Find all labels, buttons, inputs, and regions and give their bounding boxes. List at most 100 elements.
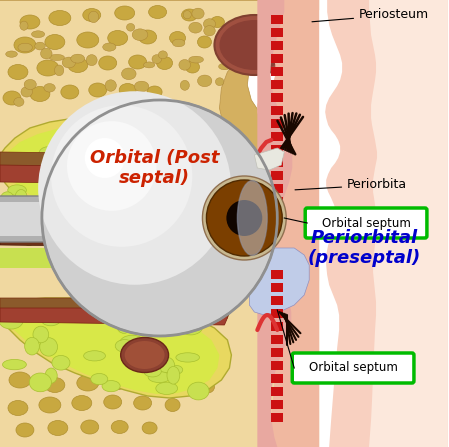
Ellipse shape [103,43,116,51]
Bar [271,270,283,279]
Ellipse shape [14,97,24,106]
Text: Periorbital
(preseptal): Periorbital (preseptal) [308,228,421,267]
Ellipse shape [203,19,216,29]
Bar [271,106,283,115]
Bar [271,400,283,409]
Ellipse shape [83,207,105,224]
Ellipse shape [221,46,234,58]
Circle shape [202,176,286,260]
Circle shape [38,91,231,285]
Ellipse shape [0,312,23,329]
Ellipse shape [147,86,162,98]
Ellipse shape [20,21,28,30]
Bar [271,413,283,422]
Ellipse shape [165,398,180,412]
Ellipse shape [127,23,135,31]
Bar [271,171,283,180]
Ellipse shape [101,125,114,143]
Polygon shape [0,122,233,242]
Ellipse shape [86,55,97,66]
Bar [271,67,283,76]
Circle shape [51,105,192,247]
Polygon shape [145,0,309,118]
Ellipse shape [148,371,171,383]
Ellipse shape [39,147,57,162]
Ellipse shape [75,164,90,173]
Polygon shape [0,298,231,318]
Ellipse shape [45,378,65,392]
Ellipse shape [67,232,89,253]
Ellipse shape [167,367,180,384]
Circle shape [67,121,156,211]
Ellipse shape [115,340,134,352]
Ellipse shape [142,422,157,434]
Bar [271,348,283,357]
Ellipse shape [134,81,149,92]
Polygon shape [325,0,448,447]
Ellipse shape [166,127,180,138]
Ellipse shape [139,376,157,390]
Ellipse shape [49,55,65,60]
Ellipse shape [136,179,156,194]
Ellipse shape [71,54,85,63]
Ellipse shape [255,62,268,72]
Ellipse shape [14,37,36,53]
Ellipse shape [8,64,28,80]
Ellipse shape [77,375,99,391]
Ellipse shape [8,401,28,416]
Ellipse shape [132,29,148,41]
Bar [271,54,283,63]
Ellipse shape [48,173,70,184]
Ellipse shape [104,395,122,409]
Polygon shape [257,0,319,447]
Text: Orbital septum: Orbital septum [308,362,397,375]
Ellipse shape [238,181,267,256]
Ellipse shape [192,302,213,312]
Bar [271,210,283,219]
Ellipse shape [216,78,224,86]
Ellipse shape [207,137,223,154]
Ellipse shape [157,56,172,69]
Ellipse shape [179,59,190,70]
Ellipse shape [149,5,167,18]
Ellipse shape [3,359,26,370]
Polygon shape [0,225,239,248]
Ellipse shape [181,9,198,21]
Polygon shape [0,308,227,325]
Ellipse shape [141,298,162,318]
Ellipse shape [105,163,129,174]
Ellipse shape [156,382,178,394]
Ellipse shape [49,10,71,25]
Bar [271,93,283,102]
Text: Orbital septum: Orbital septum [321,216,410,229]
Ellipse shape [79,190,101,207]
Bar [271,335,283,344]
Ellipse shape [183,11,191,19]
Bar [271,158,283,167]
Bar [271,283,283,292]
Ellipse shape [9,372,31,388]
Ellipse shape [176,296,193,315]
Ellipse shape [6,51,18,57]
Bar [271,80,283,89]
Ellipse shape [190,144,208,162]
Polygon shape [0,118,239,250]
Ellipse shape [39,397,61,413]
Bar [271,197,283,206]
FancyBboxPatch shape [0,202,45,236]
Ellipse shape [192,8,204,19]
Ellipse shape [204,25,215,36]
Ellipse shape [33,326,48,343]
Ellipse shape [77,156,104,178]
Ellipse shape [87,172,107,186]
Ellipse shape [157,357,175,373]
Ellipse shape [134,396,152,410]
Circle shape [42,100,277,336]
Ellipse shape [132,222,158,237]
Polygon shape [0,298,231,398]
Ellipse shape [198,75,212,87]
Ellipse shape [211,17,224,28]
Ellipse shape [25,337,40,355]
Ellipse shape [21,87,32,97]
Ellipse shape [158,51,167,59]
